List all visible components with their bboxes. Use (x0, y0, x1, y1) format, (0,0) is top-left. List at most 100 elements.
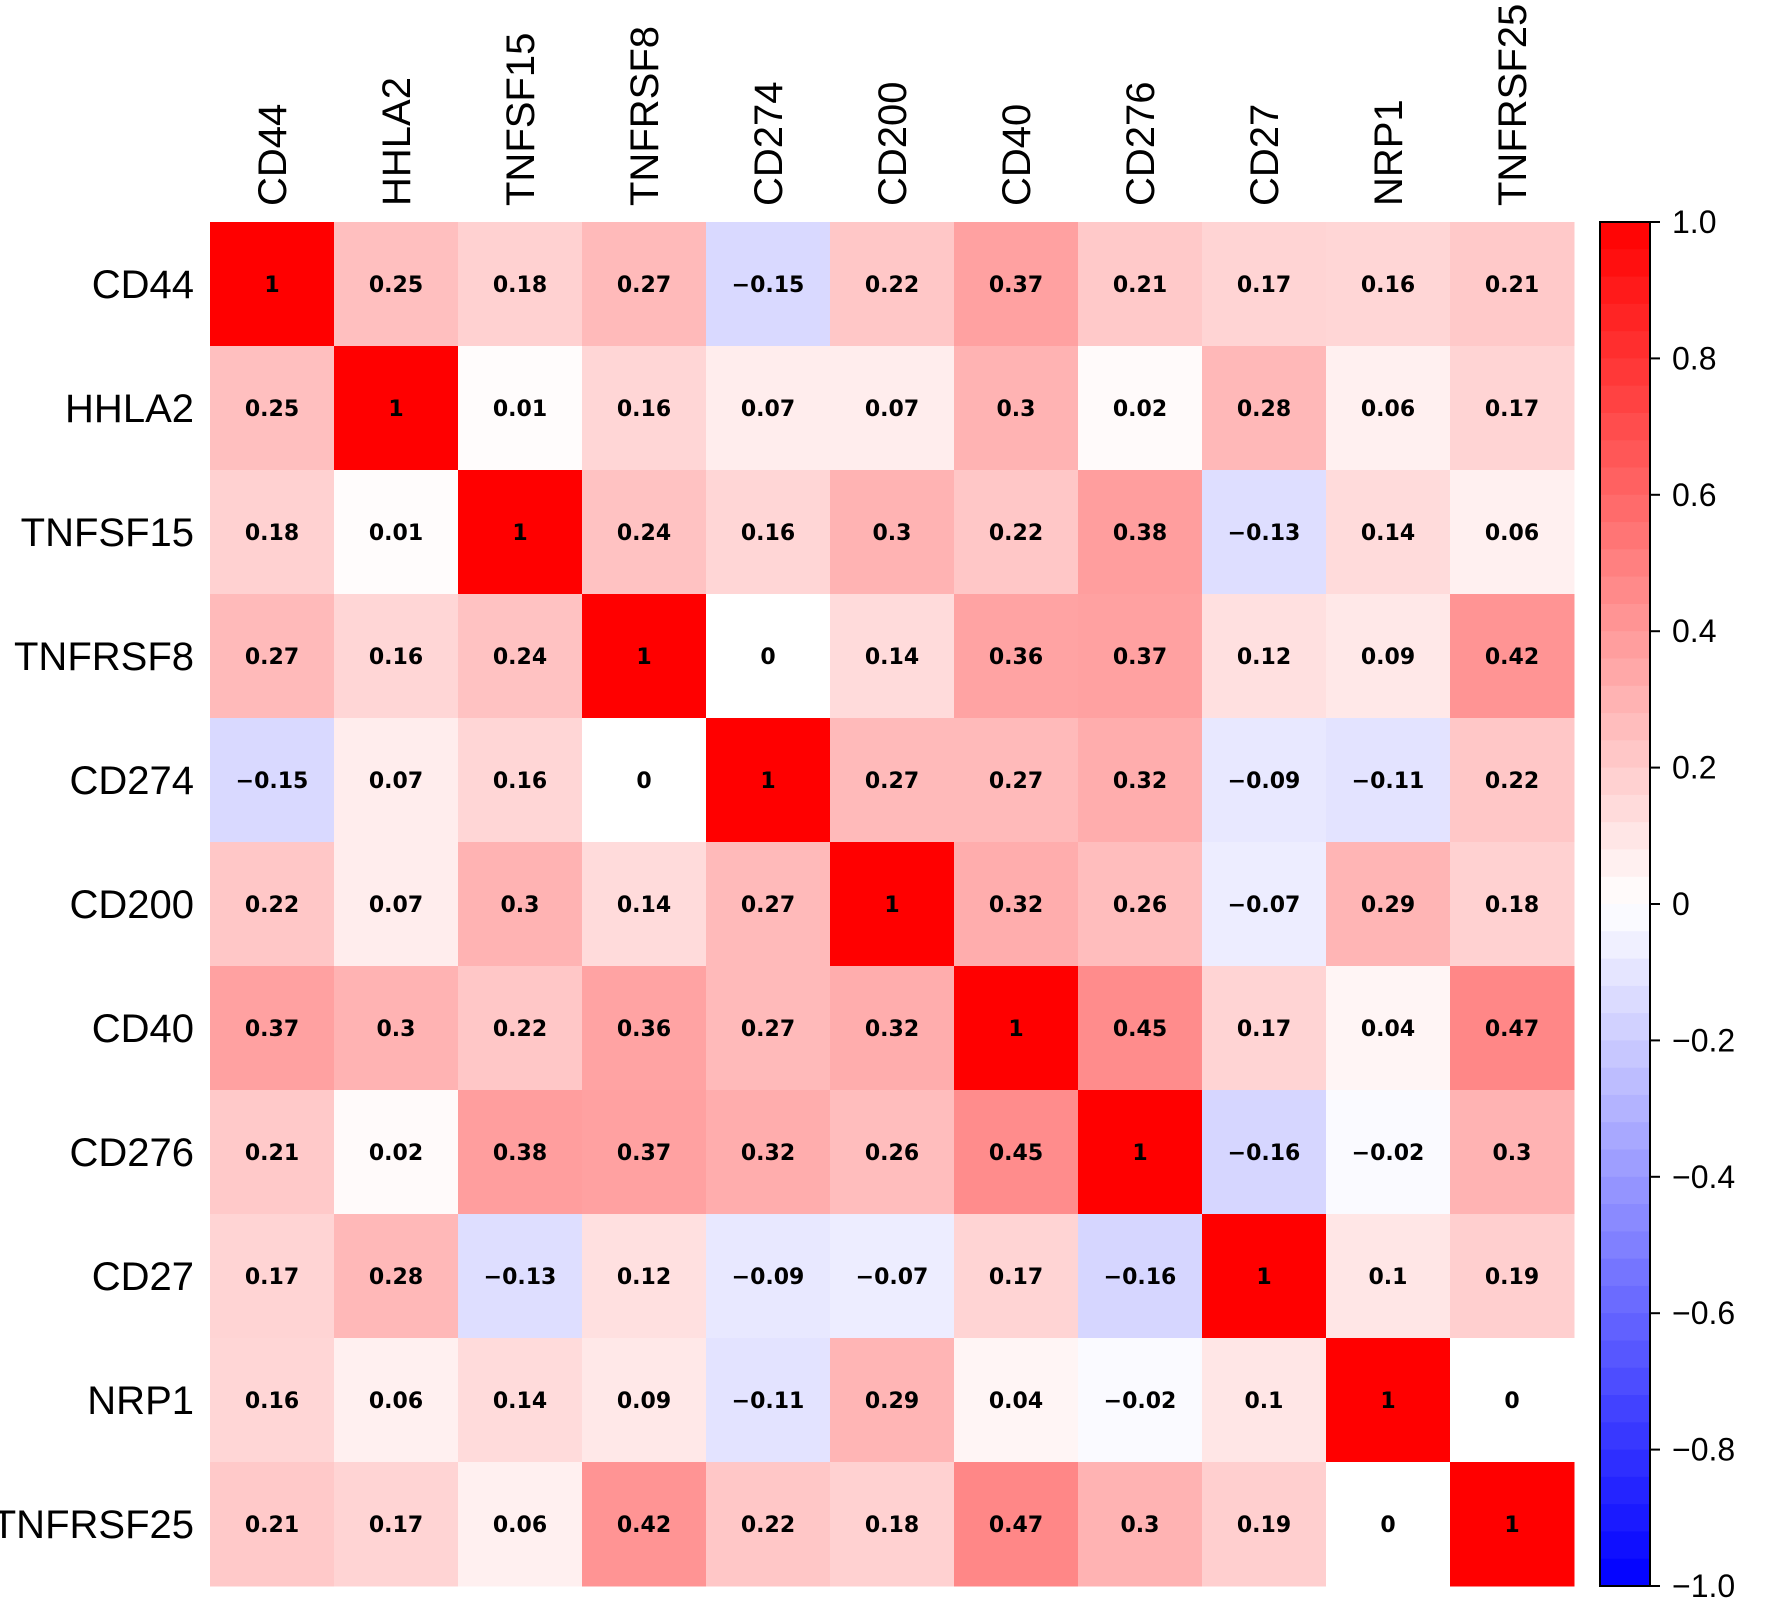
cell-value-label: 0.14 (1361, 521, 1415, 546)
colorbar-tick-label: −1.0 (1672, 1568, 1735, 1604)
heatmap-cell (458, 346, 583, 471)
colorbar-band (1600, 576, 1650, 605)
colorbar-band (1600, 303, 1650, 332)
colorbar-band (1600, 522, 1650, 550)
heatmap-cell (706, 718, 831, 843)
colorbar-tick-label: −0.6 (1672, 1295, 1735, 1331)
heatmap-cell (706, 346, 831, 471)
cell-value-label: 0.19 (1237, 1513, 1291, 1538)
heatmap-cell (706, 1214, 831, 1339)
cell-value-label: 0.3 (997, 397, 1036, 422)
heatmap-cell (1450, 222, 1575, 347)
cell-value-label: 0.45 (1113, 1017, 1167, 1042)
cell-value-label: 1 (884, 893, 899, 918)
heatmap-cell (706, 594, 831, 719)
heatmap-cell (954, 594, 1079, 719)
cell-value-label: 0.18 (865, 1513, 919, 1538)
cell-value-label: 0.26 (865, 1141, 919, 1166)
heatmap-cell (706, 966, 831, 1091)
cell-value-label: 0.06 (1361, 397, 1415, 422)
heatmap-cell (458, 470, 583, 595)
cell-value-label: 0.21 (1113, 273, 1167, 298)
cell-value-label: −0.07 (856, 1265, 929, 1290)
row-label: CD200 (69, 883, 194, 927)
heatmap-cell (210, 346, 335, 471)
cell-value-label: 1 (1380, 1389, 1395, 1414)
cell-value-label: 0.16 (1361, 273, 1415, 298)
heatmap-cell (830, 222, 955, 347)
row-label: CD44 (92, 263, 194, 307)
colorbar-band (1600, 1313, 1650, 1341)
colorbar-band (1600, 1013, 1650, 1041)
cell-value-label: 0.17 (245, 1265, 299, 1290)
heatmap-cell (1202, 842, 1327, 967)
cell-value-label: −0.02 (1104, 1389, 1177, 1414)
row-label: CD274 (69, 759, 194, 803)
colorbar-tick-label: −0.2 (1672, 1022, 1735, 1058)
heatmap-cell (458, 1090, 583, 1215)
cell-value-label: 0.04 (1361, 1017, 1415, 1042)
heatmap-cell (334, 470, 459, 595)
colorbar-band (1600, 1040, 1650, 1069)
heatmap-cell (830, 470, 955, 595)
column-label: TNFSF15 (499, 33, 543, 206)
cell-value-label: 0.07 (741, 397, 795, 422)
row-label: CD40 (92, 1007, 194, 1051)
cell-value-label: 0.01 (493, 397, 547, 422)
column-labels: CD44 HHLA2 TNFSF15 TNFRSF8 CD274 CD200 CD40 CD2… (251, 4, 1535, 206)
cell-value-label: 0.47 (1485, 1017, 1539, 1042)
cell-value-label: 0.14 (865, 645, 919, 670)
heatmap-cell (706, 470, 831, 595)
heatmap-cell (706, 1462, 831, 1587)
heatmap-cell (210, 1462, 335, 1587)
colorbar-band (1600, 1231, 1650, 1260)
column-label: CD27 (1243, 104, 1287, 206)
cell-value-label: 0 (760, 645, 775, 670)
column-label: HHLA2 (375, 77, 419, 206)
heatmap-cell (1450, 1090, 1575, 1215)
heatmap-cell (1326, 470, 1451, 595)
colorbar-band (1600, 222, 1650, 250)
heatmap-cell (1078, 1214, 1203, 1339)
heatmap-cell (1450, 1462, 1575, 1587)
colorbar-band (1600, 658, 1650, 687)
heatmap-cell (706, 222, 831, 347)
cell-value-label: 0.3 (501, 893, 540, 918)
colorbar-band (1600, 331, 1650, 359)
colorbar-band (1600, 385, 1650, 414)
cell-value-label: 0.09 (617, 1389, 671, 1414)
heatmap-cell (582, 842, 707, 967)
cell-value-label: 0.27 (865, 769, 919, 794)
cell-value-label: 0.16 (617, 397, 671, 422)
column-label: TNFRSF8 (623, 26, 667, 206)
cell-value-label: 0.06 (493, 1513, 547, 1538)
colorbar-tick-label: 0 (1672, 886, 1690, 922)
heatmap-cell (334, 1090, 459, 1215)
cell-value-label: 0.3 (1121, 1513, 1160, 1538)
colorbar-band (1600, 494, 1650, 523)
heatmap-cell (1450, 842, 1575, 967)
heatmap-cell (1202, 1462, 1327, 1587)
cell-value-label: 0.16 (493, 769, 547, 794)
colorbar-band (1600, 1067, 1650, 1096)
heatmap-cell (954, 470, 1079, 595)
cell-value-label: 0.45 (989, 1141, 1043, 1166)
heatmap-cell (830, 1462, 955, 1587)
heatmap-cell (1450, 966, 1575, 1091)
colorbar-band (1600, 1531, 1650, 1560)
cell-value-label: 0.1 (1369, 1265, 1408, 1290)
heatmap-cell (1202, 470, 1327, 595)
cell-value-label: 0.3 (377, 1017, 416, 1042)
colorbar-band (1600, 631, 1650, 659)
heatmap-cell (334, 346, 459, 471)
colorbar-band (1600, 603, 1650, 632)
cell-value-label: 0.04 (989, 1389, 1043, 1414)
heatmap-cell (1078, 1462, 1203, 1587)
heatmap-cell (1450, 718, 1575, 843)
cell-value-label: 0.06 (1485, 521, 1539, 546)
colorbar-tick-label: −0.4 (1672, 1159, 1735, 1195)
column-label: CD44 (251, 104, 295, 206)
cell-value-label: 0.27 (617, 273, 671, 298)
colorbar-tick-label: 0.8 (1672, 340, 1716, 376)
heatmap-cell (1450, 1214, 1575, 1339)
